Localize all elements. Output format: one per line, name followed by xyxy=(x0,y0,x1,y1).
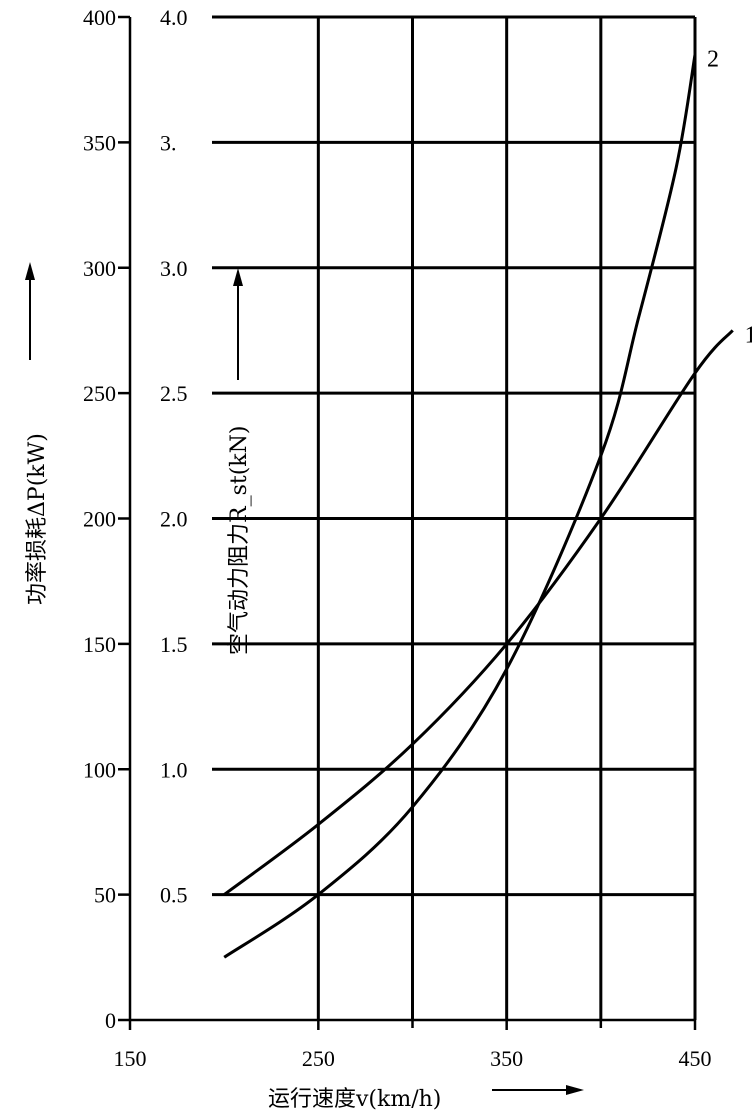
x-tick-label: 250 xyxy=(302,1046,335,1071)
series-2-line xyxy=(223,54,697,959)
left-axis-title: 功率损耗ΔP(kW) xyxy=(25,433,50,605)
left-tick-label: 300 xyxy=(83,256,116,281)
right-tick-label: 1.0 xyxy=(160,757,188,782)
right-tick-label: 3. xyxy=(160,130,177,155)
left-tick-label: 400 xyxy=(83,5,116,30)
right-tick-label: 2.0 xyxy=(160,507,188,532)
right-tick-label: 2.5 xyxy=(160,381,188,406)
x-axis-arrow-icon xyxy=(566,1085,584,1095)
x-tick-label: 150 xyxy=(114,1046,147,1071)
left-tick-label: 250 xyxy=(83,381,116,406)
axis-titles: 运行速度v(km/h) 功率损耗ΔP(kW) 空气动力阻力R_st(kN) xyxy=(25,426,441,1112)
right-tick-label: 3.0 xyxy=(160,256,188,281)
x-axis-title: 运行速度v(km/h) xyxy=(268,1087,441,1112)
series-2-label: 2 xyxy=(707,47,719,73)
left-tick-label: 200 xyxy=(83,507,116,532)
axis-arrows xyxy=(25,262,584,1095)
grid-lines xyxy=(212,15,697,1020)
series: 12 xyxy=(223,47,752,959)
left-tick-label: 150 xyxy=(83,632,116,657)
x-tick-label: 350 xyxy=(490,1046,523,1071)
left-tick-label: 50 xyxy=(94,883,116,908)
x-tick-label: 450 xyxy=(679,1046,712,1071)
series-1-label: 1 xyxy=(745,322,752,348)
right-axis-arrow-icon xyxy=(233,268,243,286)
right-tick-label: 4.0 xyxy=(160,5,188,30)
tick-labels: 0 50 100 150 200 250 300 350 400 0.5 1.0 1.5 2.0 2.5 3… xyxy=(83,5,712,1071)
left-tick-label: 350 xyxy=(83,130,116,155)
series-1-line xyxy=(223,329,734,896)
left-tick-label: 0 xyxy=(105,1008,116,1033)
left-tick-label: 100 xyxy=(83,757,116,782)
right-tick-label: 0.5 xyxy=(160,883,188,908)
right-tick-label: 1.5 xyxy=(160,632,188,657)
right-axis-title: 空气动力阻力R_st(kN) xyxy=(227,426,252,655)
left-axis-arrow-icon xyxy=(25,262,35,280)
